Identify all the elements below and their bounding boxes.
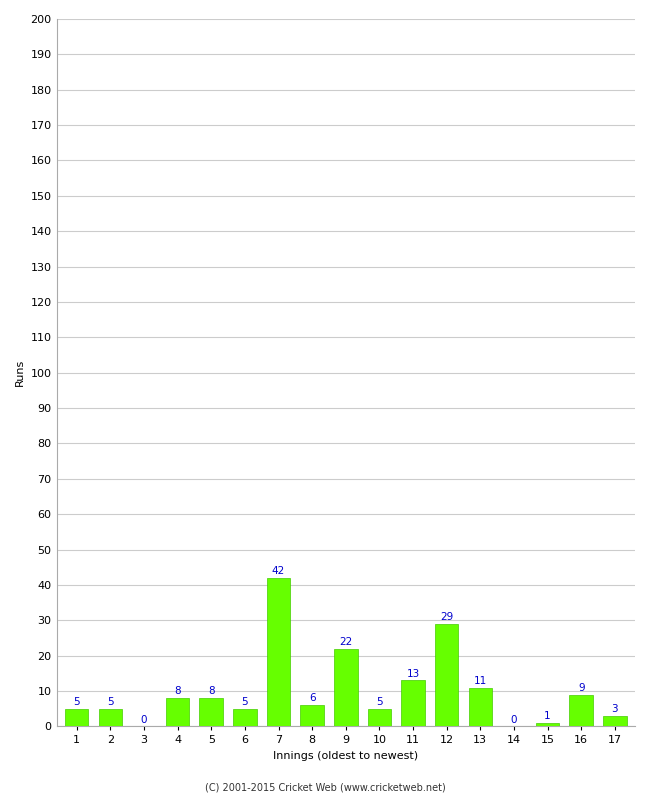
Bar [99, 709, 122, 726]
Text: 0: 0 [141, 714, 148, 725]
Bar [368, 709, 391, 726]
Y-axis label: Runs: Runs [15, 359, 25, 386]
Bar [266, 578, 291, 726]
Bar [603, 716, 627, 726]
Bar [334, 649, 358, 726]
Text: 5: 5 [242, 697, 248, 707]
Text: 5: 5 [73, 697, 80, 707]
Text: 1: 1 [544, 711, 551, 721]
Text: 0: 0 [511, 714, 517, 725]
Text: 13: 13 [406, 669, 420, 678]
Text: 11: 11 [474, 676, 487, 686]
X-axis label: Innings (oldest to newest): Innings (oldest to newest) [273, 751, 419, 761]
Bar [300, 705, 324, 726]
Text: (C) 2001-2015 Cricket Web (www.cricketweb.net): (C) 2001-2015 Cricket Web (www.cricketwe… [205, 782, 445, 792]
Text: 3: 3 [612, 704, 618, 714]
Bar [401, 681, 425, 726]
Bar [65, 709, 88, 726]
Text: 22: 22 [339, 637, 352, 647]
Bar [233, 709, 257, 726]
Text: 29: 29 [440, 612, 453, 622]
Bar [569, 694, 593, 726]
Bar [435, 624, 458, 726]
Text: 5: 5 [376, 697, 383, 707]
Text: 9: 9 [578, 683, 584, 693]
Bar [200, 698, 223, 726]
Bar [166, 698, 189, 726]
Text: 5: 5 [107, 697, 114, 707]
Bar [469, 687, 492, 726]
Text: 8: 8 [208, 686, 214, 696]
Text: 6: 6 [309, 694, 315, 703]
Text: 42: 42 [272, 566, 285, 576]
Text: 8: 8 [174, 686, 181, 696]
Bar [536, 723, 560, 726]
